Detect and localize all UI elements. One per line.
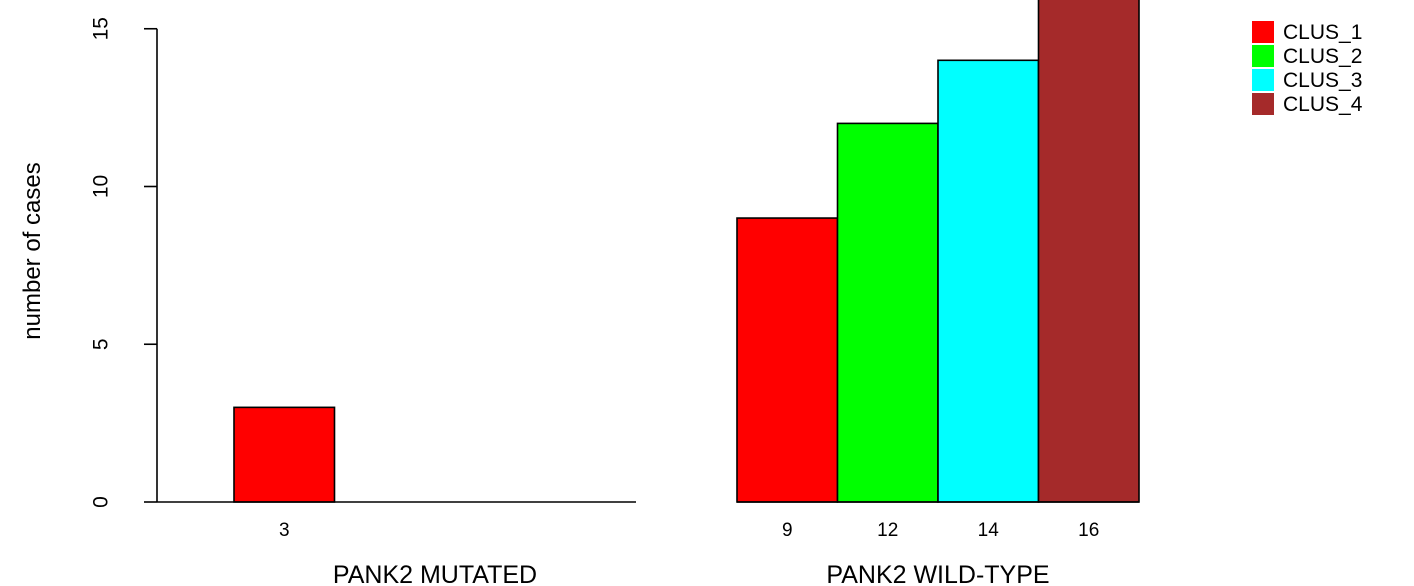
bar-clus-1	[233, 406, 336, 503]
group-label: PANK2 MUTATED	[333, 561, 537, 586]
legend-label: CLUS_1	[1283, 21, 1362, 44]
y-tick-label: 10	[90, 175, 113, 198]
group-labels: PANK2 MUTATED PANK2 WILD-TYPE	[333, 561, 1050, 586]
bar-count-label: 9	[782, 520, 793, 541]
y-tick-label: 0	[90, 496, 113, 508]
y-tick-label: 5	[90, 338, 113, 350]
legend-swatch	[1252, 21, 1274, 43]
legend-swatch	[1252, 93, 1274, 115]
legend-swatch	[1252, 69, 1274, 91]
legend-swatch	[1252, 45, 1274, 67]
bar-count-label: 16	[1078, 520, 1099, 541]
bars	[233, 0, 1140, 503]
bar-count-label: 12	[877, 520, 898, 541]
bar-clus-2	[836, 122, 939, 503]
legend-label: CLUS_4	[1283, 93, 1363, 116]
count-labels: 3 9 12 14 16	[279, 520, 1099, 541]
y-axis: 0 5 10 15	[90, 17, 158, 508]
bar-clus-1	[736, 217, 839, 503]
bar-count-label: 14	[978, 520, 1000, 541]
bar-clus-4	[1037, 0, 1140, 503]
legend-label: CLUS_3	[1283, 69, 1362, 92]
y-axis-label: number of cases	[19, 162, 46, 339]
bar-clus-3	[937, 59, 1040, 503]
bar-count-label: 3	[279, 520, 290, 541]
group-label: PANK2 WILD-TYPE	[826, 561, 1049, 586]
y-tick-label: 15	[90, 17, 113, 40]
legend-label: CLUS_2	[1283, 45, 1362, 68]
